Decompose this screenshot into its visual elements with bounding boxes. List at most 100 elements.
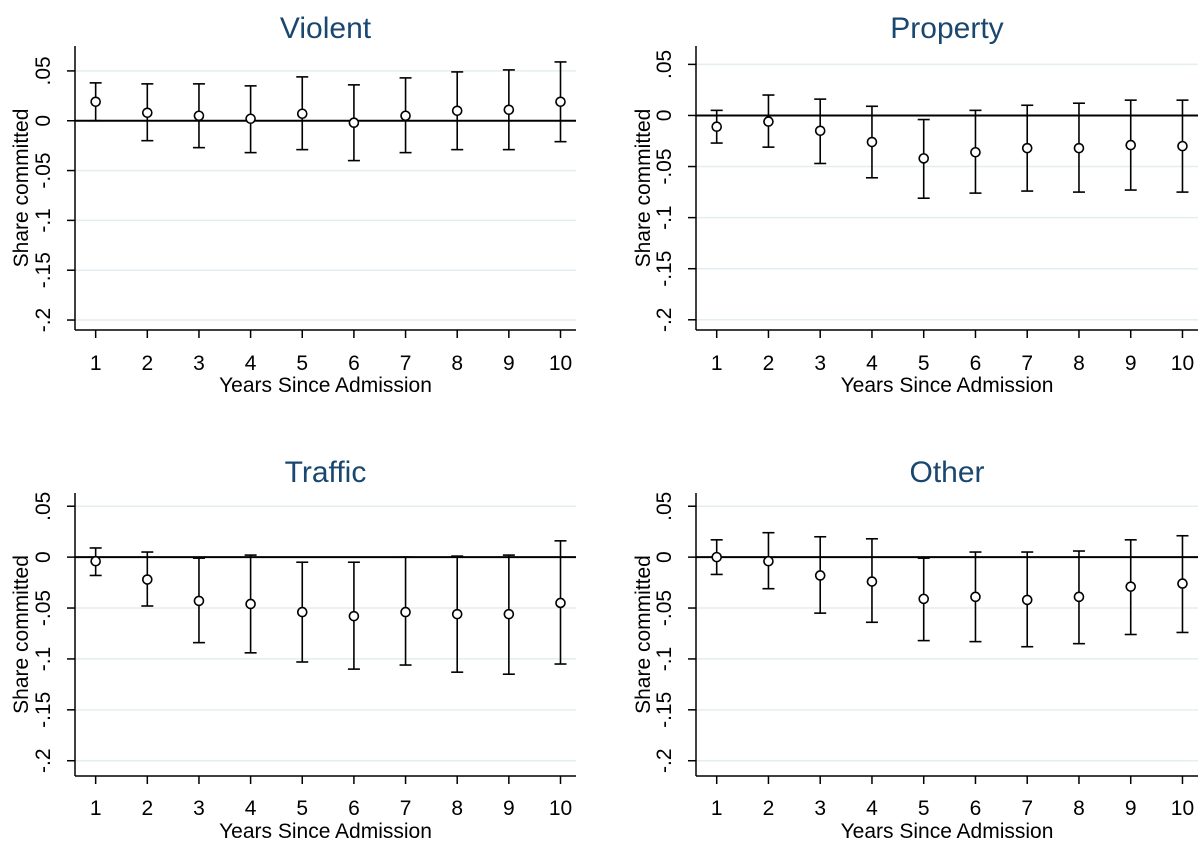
point-estimate xyxy=(1177,140,1188,152)
point-estimate xyxy=(142,107,153,119)
x-tick-label: 9 xyxy=(503,797,515,820)
x-tick-label: 4 xyxy=(245,797,257,820)
point-estimate xyxy=(1177,578,1188,589)
y-tick-label: -.05 xyxy=(653,590,676,626)
x-tick-label: 7 xyxy=(400,352,412,375)
y-tick-label: -.1 xyxy=(653,205,676,230)
panel-other: Other -.2 -.15 -.1 -.05 0 .05 1 2 3 4 5 6 7 8 9 10 Years … xyxy=(632,456,1198,843)
x-tick-label: 8 xyxy=(1073,797,1085,820)
x-tick-label: 5 xyxy=(918,797,930,820)
x-tick-label: 6 xyxy=(348,352,360,375)
panel-violent: Violent -.2 -.15 -.1 -.05 0 .05 1 2 3 4 5 6 7 8 9 10 Year… xyxy=(10,12,576,397)
x-tick-label: 5 xyxy=(918,352,930,375)
x-tick-label: 6 xyxy=(970,352,982,375)
point-estimate xyxy=(1073,142,1085,154)
x-axis-title: Years Since Admission xyxy=(219,374,432,397)
point-estimate xyxy=(503,104,515,116)
x-tick-label: 3 xyxy=(814,797,826,820)
y-tick-label: .05 xyxy=(653,50,676,79)
x-tick-label: 10 xyxy=(1171,352,1194,375)
point-estimate xyxy=(451,608,463,620)
panel-title: Other xyxy=(909,456,984,489)
point-estimate xyxy=(763,116,774,127)
point-estimate xyxy=(918,153,930,164)
point-estimate xyxy=(193,595,205,607)
point-estimate xyxy=(245,113,256,125)
y-tick-label: -.1 xyxy=(32,208,55,233)
y-tick-label: .05 xyxy=(653,492,676,521)
y-tick-label: -.15 xyxy=(32,252,55,288)
x-axis-title: Years Since Admission xyxy=(219,820,432,843)
x-axis-title: Years Since Admission xyxy=(841,374,1054,397)
panel-title: Traffic xyxy=(285,456,367,489)
point-estimate xyxy=(348,610,360,622)
y-tick-label: -.2 xyxy=(653,748,676,773)
x-tick-label: 3 xyxy=(814,352,826,375)
point-estimate xyxy=(296,108,308,120)
x-tick-label: 7 xyxy=(1021,797,1033,820)
y-tick-label: .05 xyxy=(32,56,55,85)
point-estimate xyxy=(1125,581,1137,592)
x-tick-label: 1 xyxy=(90,352,102,375)
point-estimate xyxy=(970,146,981,158)
y-tick-label: 0 xyxy=(32,551,55,563)
x-tick-label: 1 xyxy=(711,352,723,375)
point-estimate xyxy=(763,555,774,567)
y-tick-label: -.05 xyxy=(32,152,55,188)
x-tick-label: 10 xyxy=(549,797,572,820)
x-tick-label: 2 xyxy=(141,352,153,375)
point-estimate xyxy=(1021,142,1033,154)
panel-property: Property -.2 -.15 -.1 -.05 0 .05 1 2 3 4 5 6 7 8 9 10 Yea… xyxy=(632,12,1198,397)
point-estimate xyxy=(245,598,256,610)
y-tick-label: -.15 xyxy=(32,692,55,728)
x-tick-label: 4 xyxy=(866,352,878,375)
point-estimate xyxy=(348,117,360,129)
point-estimate xyxy=(866,136,878,148)
y-tick-label: 0 xyxy=(32,115,55,127)
x-tick-label: 7 xyxy=(1021,352,1033,375)
point-estimate xyxy=(296,606,308,618)
x-tick-label: 8 xyxy=(1073,352,1085,375)
x-tick-label: 7 xyxy=(400,797,412,820)
point-estimate xyxy=(814,570,826,581)
x-tick-label: 10 xyxy=(549,352,572,375)
point-estimate xyxy=(555,597,566,609)
y-tick-label: -.05 xyxy=(32,590,55,626)
y-axis-title: Share committed xyxy=(632,109,655,268)
x-tick-label: 8 xyxy=(451,797,463,820)
y-tick-label: -.2 xyxy=(32,308,55,333)
x-tick-label: 9 xyxy=(1125,797,1137,820)
x-tick-label: 1 xyxy=(711,797,723,820)
y-tick-label: -.15 xyxy=(653,251,676,287)
x-tick-label: 6 xyxy=(970,797,982,820)
y-axis-title: Share committed xyxy=(10,109,33,268)
y-axis-title: Share committed xyxy=(10,555,33,714)
x-tick-label: 4 xyxy=(245,352,257,375)
point-estimate xyxy=(503,608,515,620)
x-tick-label: 2 xyxy=(763,797,775,820)
x-tick-label: 10 xyxy=(1171,797,1194,820)
y-tick-label: -.1 xyxy=(653,647,676,672)
panel-traffic: Traffic -.2 -.15 -.1 -.05 0 .05 1 2 3 4 5 6 7 8 9 10 Year… xyxy=(10,456,576,843)
x-axis-title: Years Since Admission xyxy=(841,820,1054,843)
y-tick-label: -.2 xyxy=(32,748,55,773)
point-estimate xyxy=(451,105,463,117)
x-tick-label: 9 xyxy=(1125,352,1137,375)
y-tick-label: -.2 xyxy=(653,308,676,333)
point-estimate xyxy=(400,110,411,122)
point-estimate xyxy=(142,574,153,585)
x-tick-label: 1 xyxy=(90,797,102,820)
y-tick-label: 0 xyxy=(653,110,676,122)
point-estimate xyxy=(711,551,723,563)
point-estimate xyxy=(866,576,878,587)
point-estimate xyxy=(90,555,101,567)
x-tick-label: 3 xyxy=(193,797,205,820)
y-axis-title: Share committed xyxy=(632,555,655,714)
point-estimate xyxy=(970,591,981,603)
y-tick-label: -.05 xyxy=(653,148,676,184)
x-tick-label: 9 xyxy=(503,352,515,375)
panel-title: Violent xyxy=(280,12,372,45)
point-estimate xyxy=(90,96,101,108)
x-tick-label: 5 xyxy=(296,797,308,820)
